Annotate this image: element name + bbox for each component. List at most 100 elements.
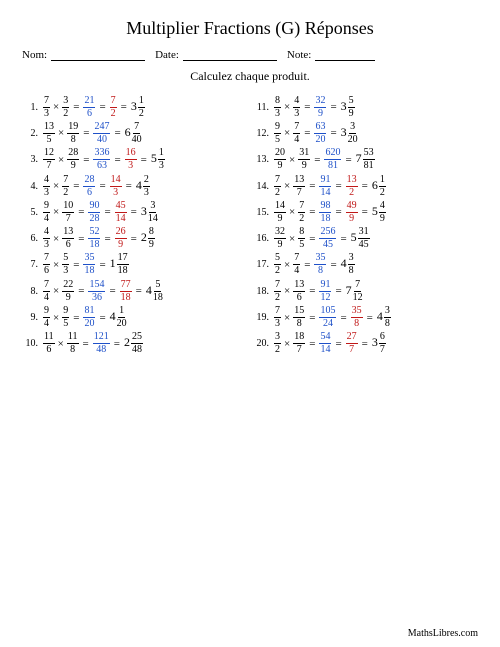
equals: = [83,338,89,350]
equals: = [131,206,137,218]
equals: = [136,285,142,297]
problem-row: 1.73×32=216=72=312 [22,94,247,120]
times-op: × [284,259,290,271]
equals: = [330,259,336,271]
fraction: 120 [117,306,127,329]
fraction: 358 [351,306,363,329]
times-op: × [284,312,290,324]
mixed-number: 367 [372,332,386,355]
problem-row: 5.94×107=9028=4514=3314 [22,199,247,225]
equals: = [78,206,84,218]
fraction: 4514 [115,201,127,224]
equals: = [335,285,341,297]
problem-number: 17. [253,259,269,270]
fraction: 163 [125,148,137,171]
problem-number: 14. [253,181,269,192]
times-op: × [53,180,59,192]
equals: = [114,154,120,166]
equals: = [73,259,79,271]
fraction: 32 [274,332,281,355]
fraction: 132 [346,175,358,198]
fraction: 320 [348,122,358,145]
fraction: 329 [314,96,326,119]
equals: = [83,127,89,139]
fraction: 49 [379,201,386,224]
mixed-number: 3320 [341,122,358,145]
problem-number: 6. [22,233,38,244]
fraction: 74 [293,122,300,145]
fraction: 143 [110,175,122,198]
fraction: 43 [43,175,50,198]
problem-row: 15.149×72=9818=499=549 [253,199,478,225]
fraction: 5381 [363,148,375,171]
fraction: 518 [153,280,163,303]
fraction: 9114 [319,175,331,198]
fraction: 1718 [117,253,129,276]
problem-row: 9.94×95=8120=4120 [22,304,247,330]
fraction: 13 [158,148,165,171]
fraction: 198 [67,122,79,145]
fraction: 24740 [93,122,110,145]
times-op: × [284,127,290,139]
problem-number: 19. [253,312,269,323]
fraction: 269 [115,227,127,250]
name-field: Nom: [22,49,145,61]
problem-row: 10.116×118=12148=22548 [22,331,247,357]
fraction: 216 [83,96,95,119]
times-op: × [58,154,64,166]
mixed-number: 513 [151,148,165,171]
problem-number: 16. [253,233,269,244]
meta-row: Nom: Date: Note: [22,49,478,61]
problem-number: 20. [253,338,269,349]
times-op: × [53,285,59,297]
fraction: 85 [298,227,305,250]
fraction: 12148 [93,332,110,355]
equals: = [362,338,368,350]
mixed-number: 11718 [110,253,129,276]
column-left: 1.73×32=216=72=3122.135×198=24740=67403.… [22,94,247,357]
fraction: 9112 [319,280,331,303]
fraction: 73 [43,96,50,119]
equals: = [367,312,373,324]
equals: = [99,180,105,192]
fraction: 74 [293,253,300,276]
equals: = [104,233,110,245]
fraction: 289 [67,148,79,171]
fraction: 43 [293,96,300,119]
equals: = [121,101,127,113]
problem-number: 7. [22,259,38,270]
fraction: 32 [62,96,69,119]
fraction: 25645 [319,227,336,250]
problem-row: 13.209×319=62081=75381 [253,147,478,173]
problem-row: 14.72×137=9114=132=612 [253,173,478,199]
mixed-number: 4518 [146,280,163,303]
fraction: 89 [148,227,155,250]
problem-row: 18.72×136=9112=7712 [253,278,478,304]
fraction: 59 [348,96,355,119]
times-op: × [53,312,59,324]
fraction: 38 [348,253,355,276]
fraction: 95 [274,122,281,145]
fraction: 12 [138,96,145,119]
problem-number: 8. [22,286,38,297]
equals: = [126,180,132,192]
times-op: × [284,101,290,113]
fraction: 358 [314,253,326,276]
equals: = [335,180,341,192]
times-op: × [53,233,59,245]
problem-number: 12. [253,128,269,139]
mixed-number: 289 [141,227,155,250]
mixed-number: 438 [377,306,391,329]
fraction: 137 [293,175,305,198]
fraction: 72 [274,280,281,303]
problem-number: 9. [22,312,38,323]
mixed-number: 612 [372,175,386,198]
problem-row: 4.43×72=286=143=423 [22,173,247,199]
equals: = [131,233,137,245]
grade-line [315,49,375,61]
fraction: 73 [274,306,281,329]
equals: = [309,285,315,297]
fraction: 118 [67,332,79,355]
problem-row: 7.76×53=3518=11718 [22,252,247,278]
equals: = [104,206,110,218]
